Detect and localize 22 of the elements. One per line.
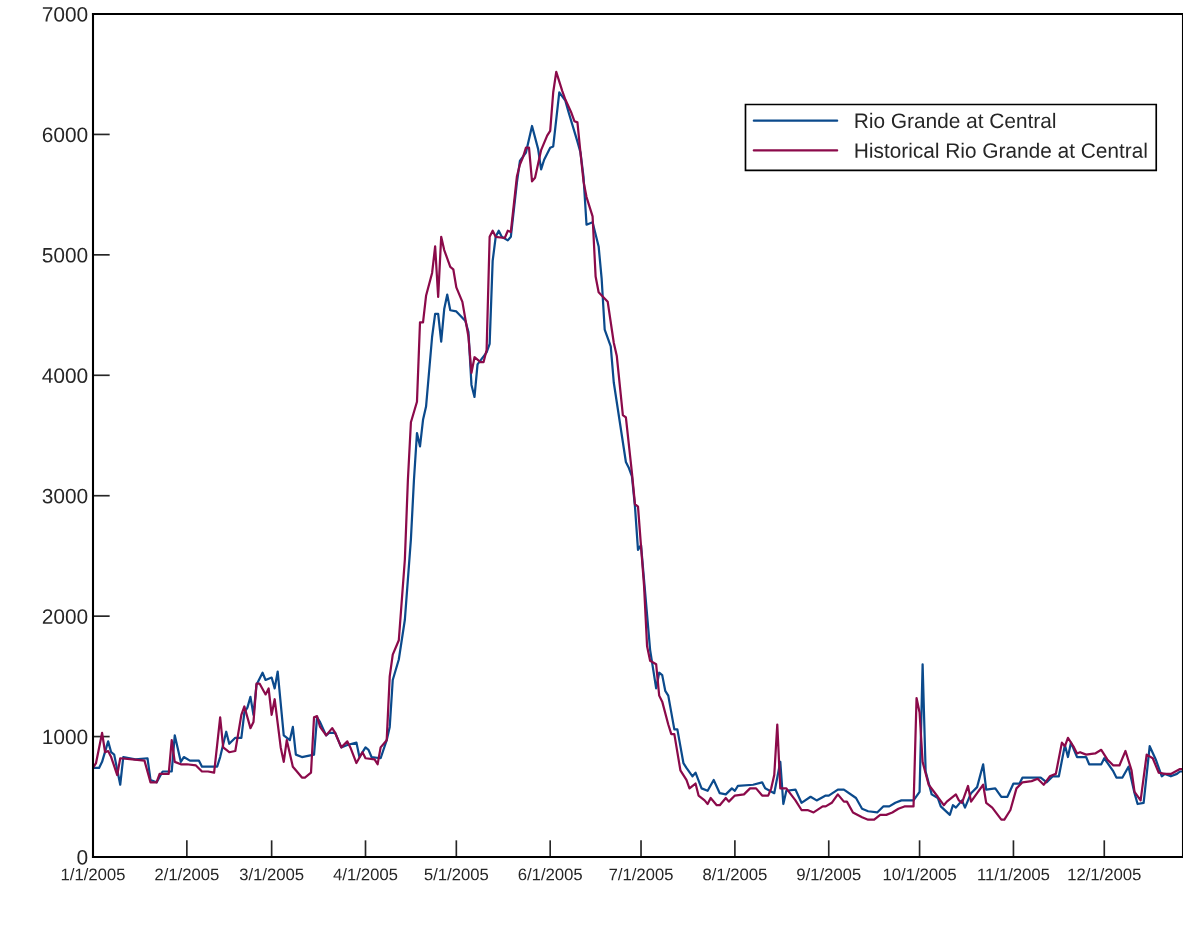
- y-tick-label: 7000: [42, 7, 88, 22]
- y-tick-label: 6000: [42, 127, 88, 143]
- x-tick-label: 12/1/2005: [1068, 868, 1141, 881]
- x-tick-label: 6/1/2005: [518, 868, 582, 881]
- y-tick-label: 4000: [42, 368, 88, 384]
- y-tick-label: 5000: [42, 247, 88, 263]
- legend-label: Historical Rio Grande at Central: [855, 142, 1147, 158]
- x-tick-label: 3/1/2005: [239, 868, 304, 881]
- y-tick-label: 3000: [42, 488, 88, 504]
- x-tick-label: 4/1/2005: [333, 868, 398, 881]
- y-tick-label: 2000: [42, 609, 88, 624]
- x-tick-label: 1/1/2005: [61, 868, 125, 881]
- y-tick-label: 0: [77, 850, 88, 865]
- x-tick-label: 10/1/2005: [883, 868, 956, 881]
- x-tick-label: 5/1/2005: [424, 868, 489, 881]
- x-tick-label: 7/1/2005: [609, 868, 673, 881]
- x-tick-label: 11/1/2005: [978, 868, 1050, 881]
- x-tick-label: 9/1/2005: [797, 868, 861, 881]
- x-tick-label: 8/1/2005: [703, 868, 767, 881]
- legend-label: Rio Grande at Central: [855, 112, 1056, 129]
- y-tick-label: 1000: [43, 729, 88, 745]
- x-tick-label: 2/1/2005: [155, 868, 219, 881]
